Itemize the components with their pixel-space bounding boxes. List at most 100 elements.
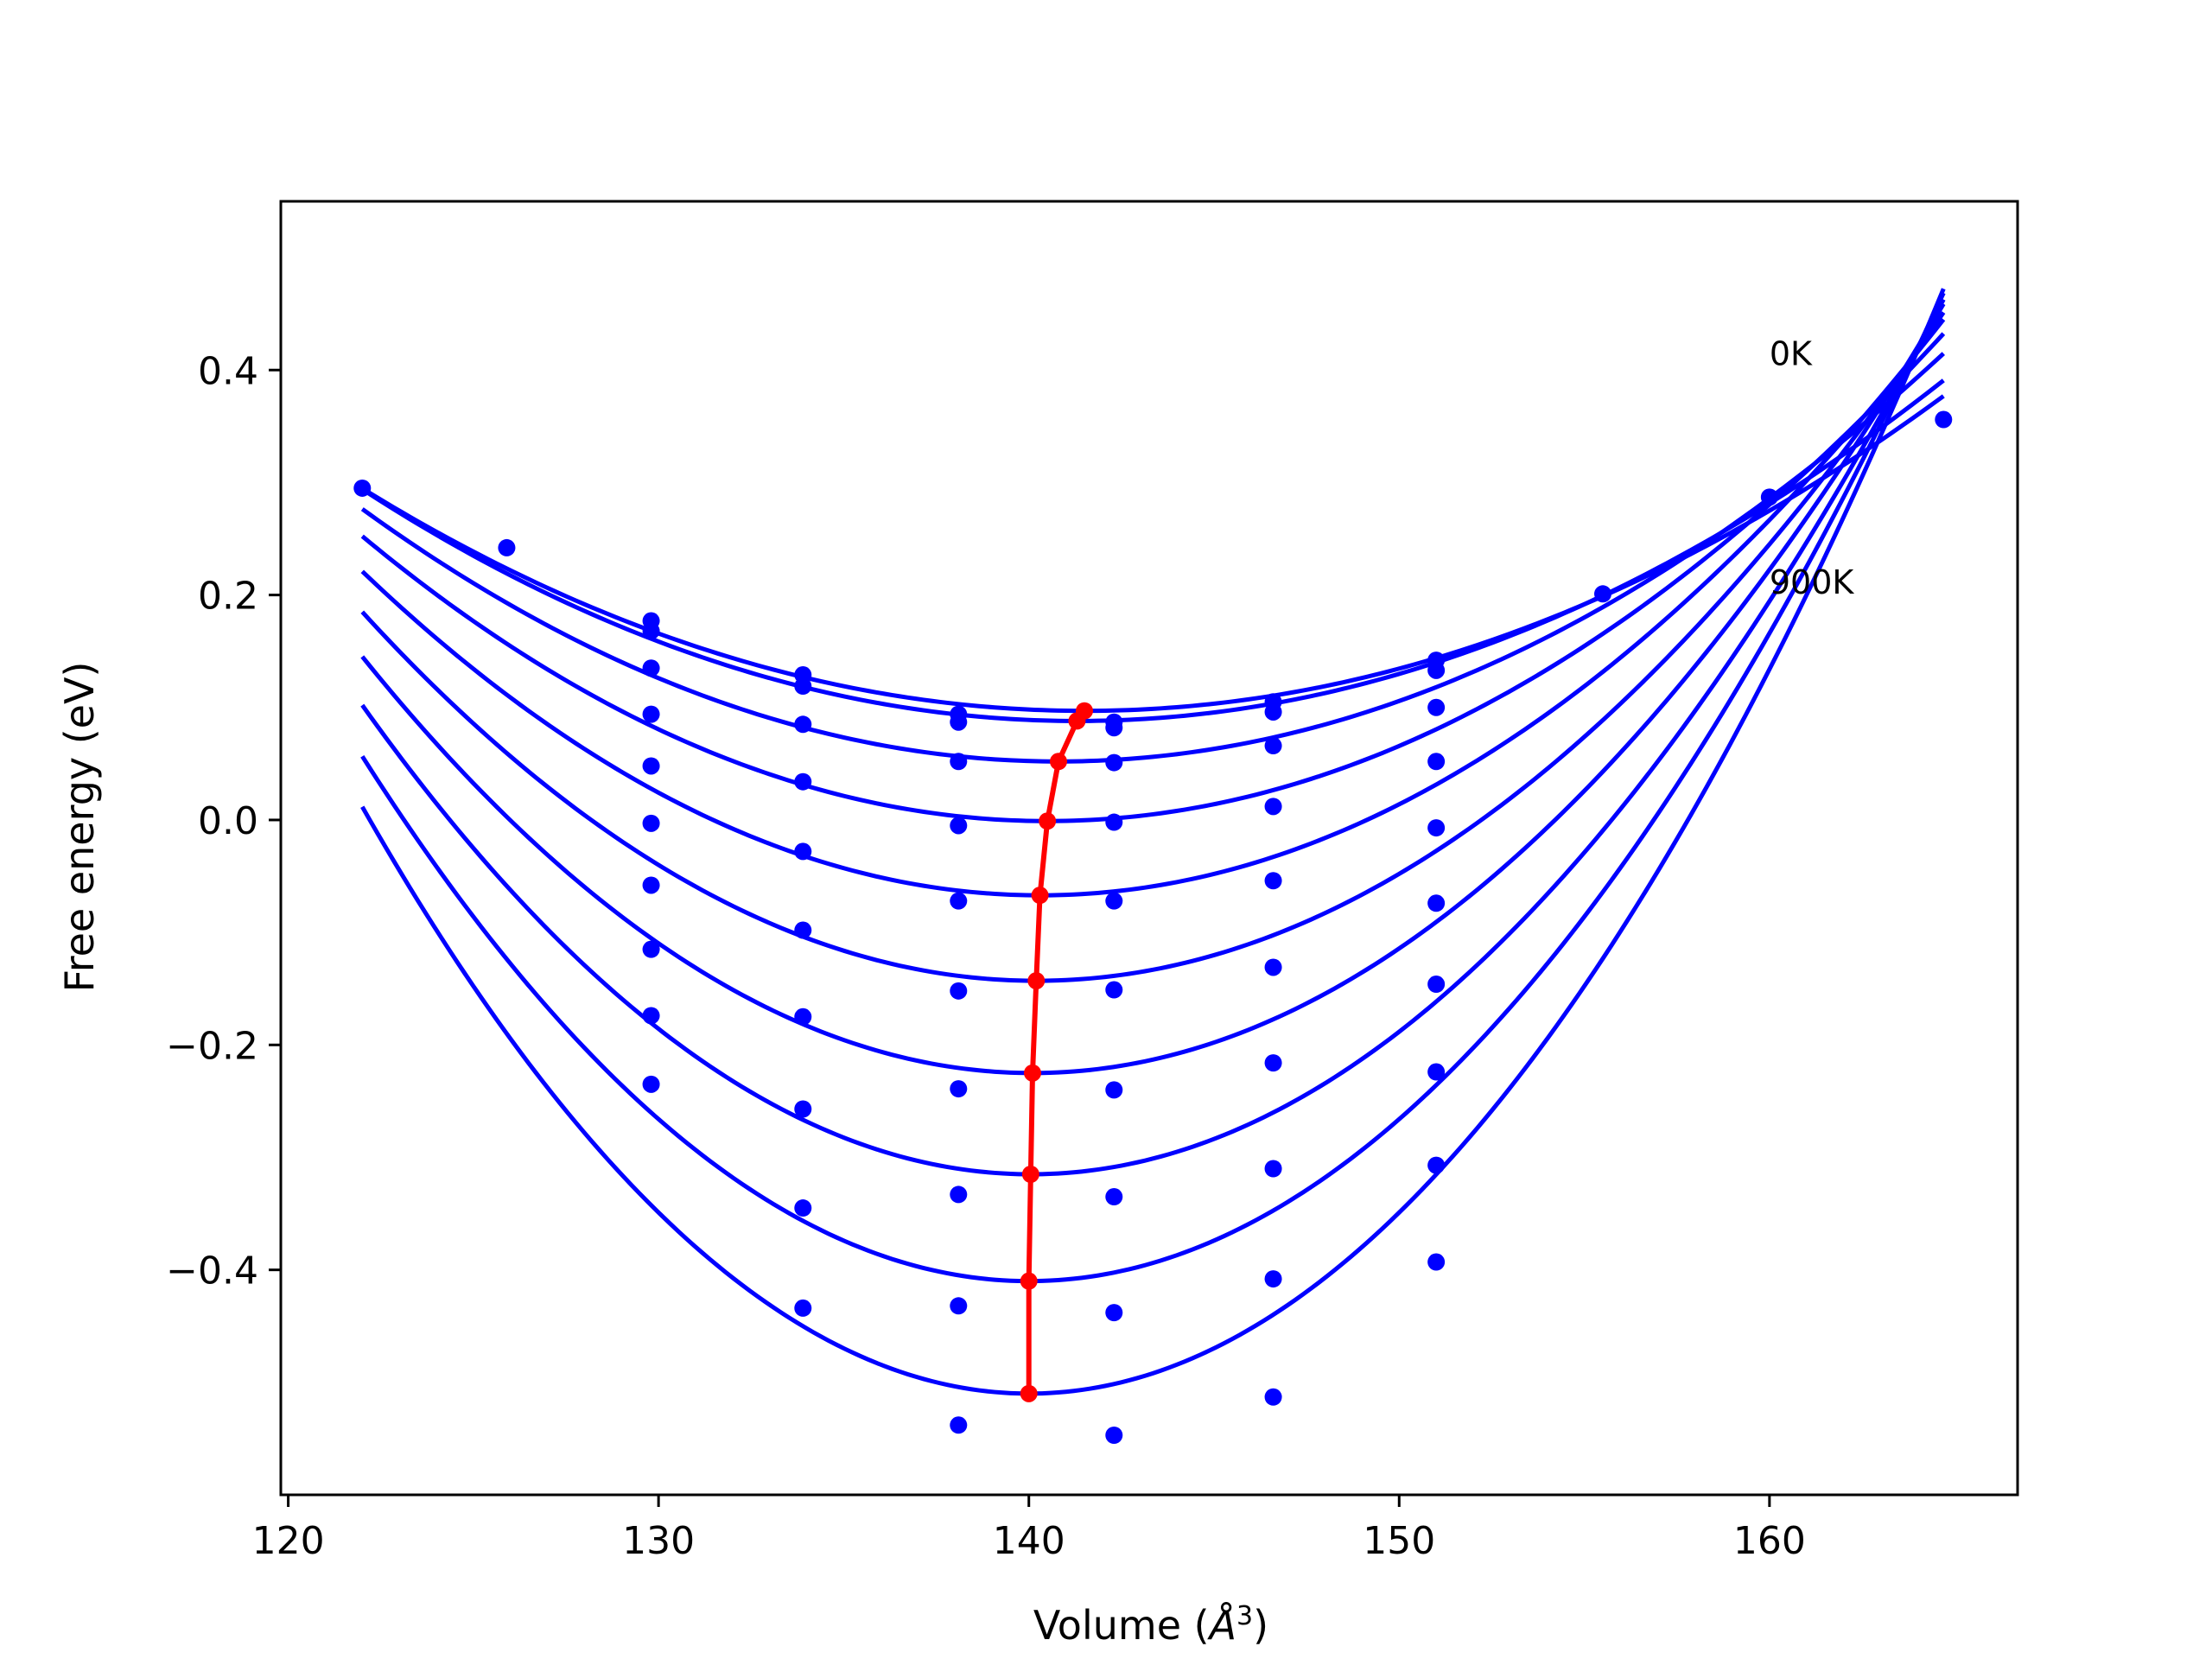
- data-point-400K: [1264, 872, 1282, 890]
- data-point-100K: [642, 622, 660, 640]
- minimum-point: [1021, 1166, 1039, 1184]
- minimum-point: [1024, 1064, 1041, 1082]
- data-point-300K: [794, 772, 812, 791]
- data-point-400K: [950, 892, 968, 910]
- annotation-label: 900K: [1770, 563, 1855, 601]
- data-point-900K: [1264, 1388, 1282, 1406]
- fit-curve-500K: [360, 311, 1946, 983]
- data-point-700K: [950, 1185, 968, 1204]
- data-point-300K: [1264, 798, 1282, 816]
- data-point-400K: [1105, 892, 1123, 910]
- data-point-400K: [794, 842, 812, 861]
- data-point-800K: [794, 1199, 812, 1217]
- data-point-100K: [1105, 719, 1123, 737]
- y-axis: 0.4 0.2 0.0 −0.2 −0.4: [166, 349, 281, 1294]
- data-point-500K: [794, 921, 812, 939]
- minimum-path: [1020, 702, 1093, 1402]
- data-point-600K: [1105, 1081, 1123, 1099]
- data-point-900K: [1105, 1427, 1123, 1445]
- data-point-900K: [950, 1416, 968, 1434]
- data-point-0K: [1935, 410, 1953, 429]
- data-point-700K: [1264, 1160, 1282, 1178]
- data-point-100K: [794, 677, 812, 696]
- x-axis-label: Volume (Å3): [1033, 1601, 1268, 1649]
- fit-curve-0K: [360, 394, 1945, 714]
- y-tick-label: −0.2: [166, 1024, 258, 1068]
- data-point-0K: [498, 538, 516, 556]
- data-point-500K: [1427, 894, 1446, 912]
- plot-frame: [279, 200, 2019, 1497]
- data-point-200K: [642, 659, 660, 677]
- annotation-label: 0K: [1770, 335, 1813, 373]
- data-point-200K: [1427, 698, 1446, 716]
- data-point-600K: [642, 876, 660, 894]
- data-point-800K: [642, 1007, 660, 1025]
- data-point-900K: [794, 1299, 812, 1317]
- data-point-600K: [1264, 1054, 1282, 1072]
- fit-curve-400K: [360, 318, 1946, 898]
- data-point-0K: [1594, 585, 1611, 603]
- data-point-800K: [1264, 1270, 1282, 1288]
- data-point-200K: [1105, 753, 1123, 772]
- minimum-point: [1039, 812, 1057, 830]
- data-point-900K: [642, 1075, 660, 1093]
- y-tick-label: −0.4: [166, 1249, 258, 1294]
- data-point-200K: [950, 753, 968, 771]
- y-tick-label: 0.2: [198, 575, 258, 619]
- data-point-800K: [950, 1297, 968, 1315]
- data-point-700K: [1105, 1188, 1123, 1206]
- y-tick-label: 0.0: [198, 799, 258, 843]
- x-axis: 120 130 140 150 160: [252, 1495, 1806, 1563]
- data-point-900K: [1427, 1253, 1446, 1271]
- x-tick-label: 160: [1733, 1519, 1806, 1563]
- minimum-point: [1020, 1272, 1038, 1290]
- minimum-point: [1031, 887, 1049, 905]
- y-axis-label: Free energy (eV): [56, 662, 103, 993]
- x-tick-label: 130: [622, 1519, 695, 1563]
- data-point-700K: [1427, 1063, 1446, 1081]
- data-points: [353, 410, 1953, 1445]
- data-point-100K: [1427, 661, 1446, 679]
- minimum-point: [1068, 712, 1086, 730]
- data-point-300K: [1105, 813, 1123, 831]
- data-point-100K: [1264, 702, 1282, 721]
- data-point-700K: [794, 1100, 812, 1118]
- data-point-400K: [1427, 819, 1446, 837]
- x-tick-label: 140: [993, 1519, 1065, 1563]
- fit-curve-300K: [360, 332, 1946, 823]
- x-tick-label: 150: [1363, 1519, 1435, 1563]
- data-point-800K: [1427, 1156, 1446, 1174]
- fit-curve-600K: [360, 302, 1946, 1076]
- fit-curve-200K: [360, 352, 1945, 764]
- annotations: 0K 900K: [1770, 335, 1855, 601]
- data-point-500K: [1264, 958, 1282, 976]
- data-point-200K: [1264, 737, 1282, 755]
- data-point-500K: [1105, 981, 1123, 999]
- x-tick-label: 120: [252, 1519, 325, 1563]
- data-point-0K: [1760, 488, 1778, 506]
- minimum-point: [1020, 1384, 1038, 1402]
- data-point-100K: [950, 713, 968, 731]
- minimum-path-line: [1026, 709, 1087, 1394]
- data-point-600K: [794, 1007, 812, 1026]
- data-point-800K: [1105, 1304, 1123, 1322]
- fit-curve-800K: [360, 291, 1946, 1284]
- data-point-300K: [950, 817, 968, 835]
- data-point-500K: [642, 814, 660, 832]
- minimum-point: [1027, 972, 1046, 990]
- data-point-400K: [642, 757, 660, 775]
- y-tick-label: 0.4: [198, 349, 258, 393]
- data-point-300K: [642, 705, 660, 723]
- data-point-700K: [642, 940, 660, 958]
- fit-curve-100K: [360, 378, 1945, 723]
- data-point-0K: [353, 479, 372, 497]
- data-point-600K: [950, 1080, 968, 1098]
- data-point-200K: [794, 715, 812, 734]
- data-point-500K: [950, 982, 968, 1000]
- data-point-600K: [1427, 976, 1446, 994]
- minimum-point: [1050, 753, 1067, 771]
- data-point-300K: [1427, 753, 1446, 771]
- fit-curve-700K: [360, 298, 1946, 1177]
- fit-curves: [360, 288, 1946, 1396]
